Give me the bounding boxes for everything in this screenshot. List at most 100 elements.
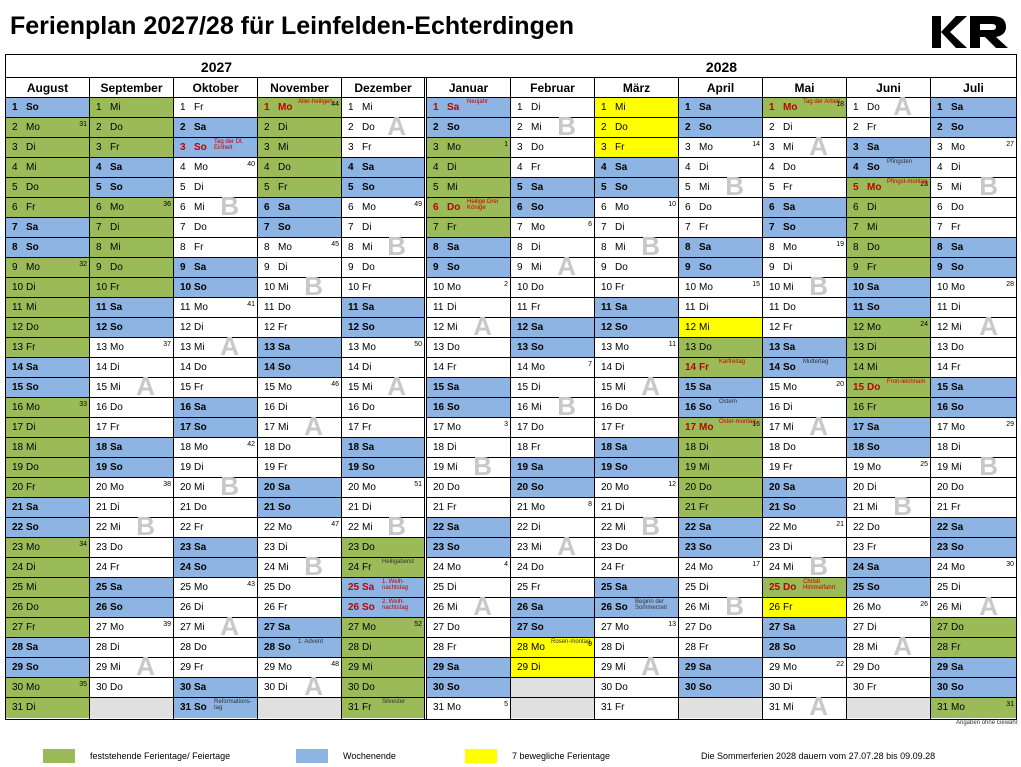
month-column: Oktober 1 Fr 2 Sa 3 So Tag der Dt. Einheit 4 Mo 40… [174,78,258,719]
weekday-label: Mi [447,462,458,473]
weekday-label: Do [531,562,544,573]
weekday-label: So [110,462,123,473]
week-number: 25 [920,461,928,468]
day-cell: 9 So [931,258,1016,278]
day-cell: 18 Do [763,438,846,458]
weekday-label: Mo [615,342,629,353]
weekday-label: Sa [278,202,291,213]
day-cell: 9 Do [342,258,424,278]
day-cell: 20 Mo 38 [90,478,173,498]
week-number: 50 [414,341,422,348]
weekday-label: Mo [278,522,292,533]
day-number: 12 [937,322,949,333]
day-cell: 15 Mi A [342,373,424,399]
weekday-label: Mi [278,422,289,433]
day-cell: 21 Mi B [847,493,930,519]
day-number: 22 [96,522,108,533]
weekday-label: Do [110,262,123,273]
day-number: 14 [853,362,865,373]
day-number: 7 [180,222,186,233]
ab-week-marker: B [979,451,998,481]
day-cell: 12 Sa [511,318,594,338]
day-cell: 13 Do [931,338,1016,358]
weekday-label: Mi [194,482,205,493]
day-cell: 10 Mo 28 [931,278,1016,298]
weekday-label: Do [699,482,712,493]
day-number: 26 [853,602,865,613]
weekday-label: Di [867,202,877,213]
day-cell: 9 So [427,258,510,278]
day-number: 23 [937,542,949,553]
day-cell: 22 Di [511,518,594,538]
day-cell: 7 Fr [931,218,1016,238]
day-cell: 14 Sa [6,358,89,378]
day-number: 16 [769,402,781,413]
day-cell: 20 Fr [6,478,89,498]
day-cell: 23 Mi A [511,533,594,559]
day-number: 8 [853,242,859,253]
day-cell: 5 Fr [258,178,341,198]
weekday-label: Sa [26,222,39,233]
weekday-label: Mi [26,442,37,453]
day-cell: 24 So [174,558,257,578]
weekday-label: Di [278,262,288,273]
weekday-label: Sa [110,302,123,313]
day-number: 23 [12,542,24,553]
weekday-label: Di [615,362,625,373]
day-number: 15 [180,382,192,393]
day-cell: 10 Fr [90,278,173,298]
day-number: 28 [601,642,613,653]
day-number: 17 [12,422,24,433]
day-cell: 25 Sa 1. Weih-nachtstag [342,578,424,598]
day-cell: 3 Mi A [763,133,846,159]
weekday-label: Mi [783,562,794,573]
weekday-label: Mi [867,502,878,513]
weekday-label: Mo [278,662,292,673]
weekday-label: So [110,322,123,333]
day-cell: 19 Mi B [931,453,1016,479]
holiday-note: 1. Advent [298,639,324,645]
holiday-note: Neujahr [467,99,489,105]
weekday-label: Di [278,542,288,553]
day-cell: 13 Sa [763,338,846,358]
day-cell: 12 So [342,318,424,338]
day-cell: 12 Mi [679,318,762,338]
legend-blue-swatch [296,749,328,763]
day-cell: 29 Di [511,658,594,678]
day-cell: 28 Mi A [847,633,930,659]
day-cell: 26 Mo 26 [847,598,930,618]
week-number: 36 [163,201,171,208]
day-number: 30 [769,682,781,693]
weekday-label: Sa [194,122,207,133]
weekday-label: So [362,322,375,333]
month-header: November [258,78,341,98]
day-cell: 11 Di [427,298,510,318]
company-logo [930,14,1010,50]
day-cell: 22 Sa [931,518,1016,538]
weekday-label: Sa [951,242,964,253]
day-number: 2 [601,122,607,133]
day-cell: 4 Mo 40 [174,158,257,178]
day-cell: 13 Do [427,338,510,358]
day-number: 2 [433,122,439,133]
day-cell: 26 So 2. Weih-nachtstag [342,598,424,618]
day-cell: 20 Sa [763,478,846,498]
ab-week-marker: A [641,651,660,681]
weekday-label: Fr [699,222,709,233]
day-number: 5 [433,182,439,193]
day-cell: 14 Fr [427,358,510,378]
weekday-label: Di [951,302,961,313]
day-cell: 7 Do [174,218,257,238]
day-number: 1 [601,102,607,113]
day-cell: 21 Di [595,498,678,518]
weekday-label: Do [447,482,460,493]
day-number: 14 [180,362,192,373]
week-number: 4 [504,561,508,568]
day-cell: 22 Sa [427,518,510,538]
day-number: 15 [96,382,108,393]
weekday-label: Mi [194,202,205,213]
day-cell: 28 Do [174,638,257,658]
day-cell: 24 Mo 30 [931,558,1016,578]
day-cell: 12 Mo 24 [847,318,930,338]
weekday-label: Sa [867,562,880,573]
